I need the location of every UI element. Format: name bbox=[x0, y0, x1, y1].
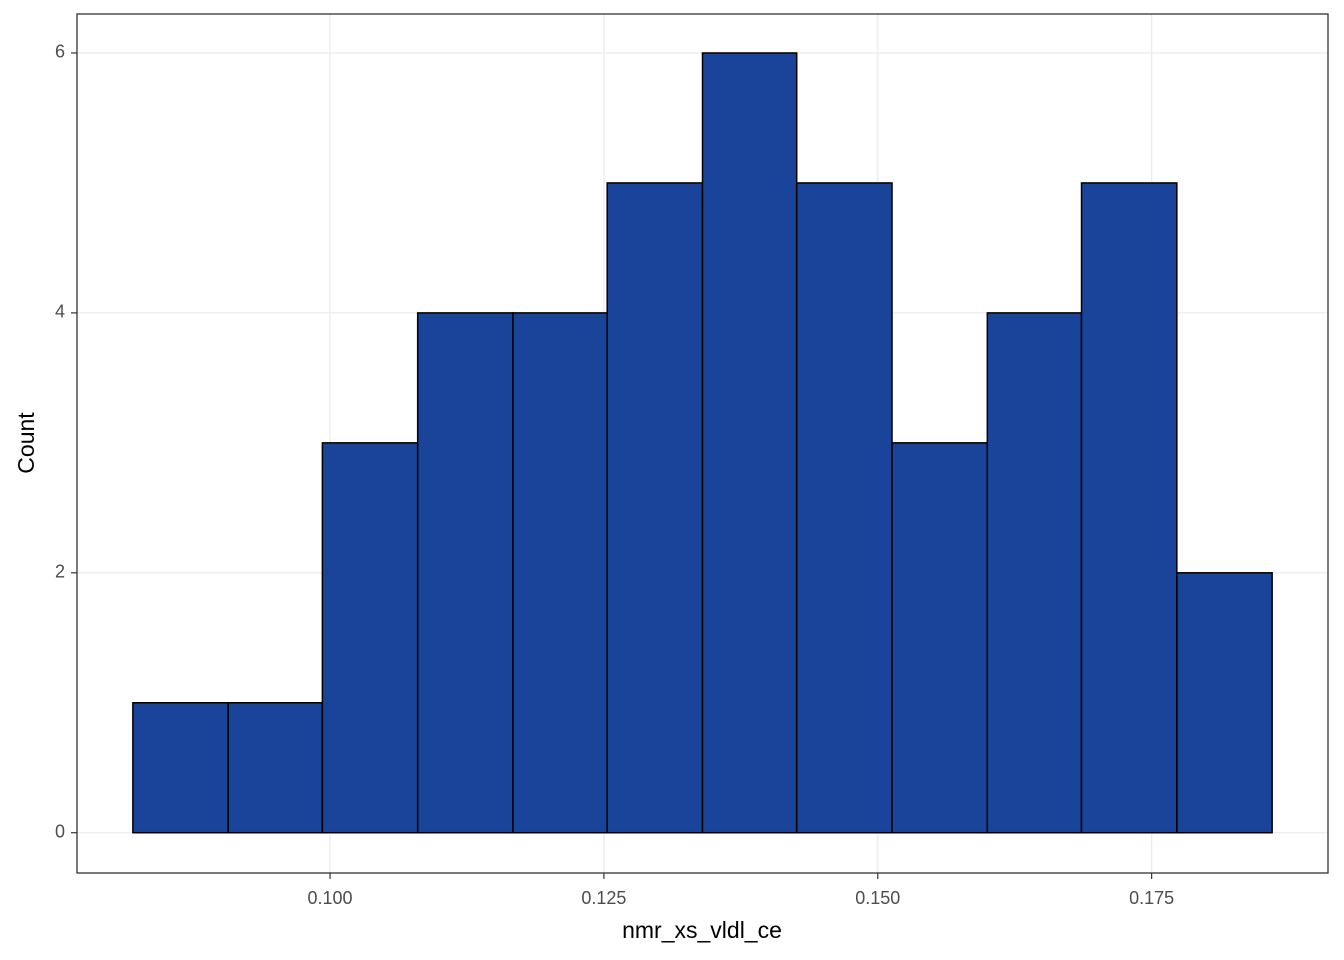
bar bbox=[321, 442, 419, 834]
x-tick-label: 0.125 bbox=[581, 888, 626, 908]
bar bbox=[416, 312, 514, 834]
x-tick-label: 0.175 bbox=[1129, 888, 1174, 908]
bar bbox=[512, 312, 608, 834]
bar bbox=[891, 442, 989, 834]
y-tick-label: 2 bbox=[55, 562, 65, 582]
bar bbox=[227, 702, 324, 834]
y-axis-title: Count bbox=[13, 412, 39, 474]
bar bbox=[795, 182, 893, 834]
bar bbox=[1080, 182, 1178, 834]
x-tick-label: 0.100 bbox=[308, 888, 353, 908]
bar bbox=[1176, 572, 1273, 834]
bar bbox=[132, 702, 229, 834]
panel-border bbox=[76, 13, 1329, 874]
x-tick-label: 0.150 bbox=[855, 888, 900, 908]
y-tick-label: 4 bbox=[55, 302, 65, 322]
y-tick-label: 0 bbox=[55, 821, 65, 841]
bar bbox=[701, 52, 798, 834]
bar bbox=[986, 312, 1083, 834]
x-axis-title: nmr_xs_vldl_ce bbox=[622, 917, 782, 943]
y-tick-label: 6 bbox=[55, 42, 65, 62]
bar bbox=[606, 182, 704, 834]
